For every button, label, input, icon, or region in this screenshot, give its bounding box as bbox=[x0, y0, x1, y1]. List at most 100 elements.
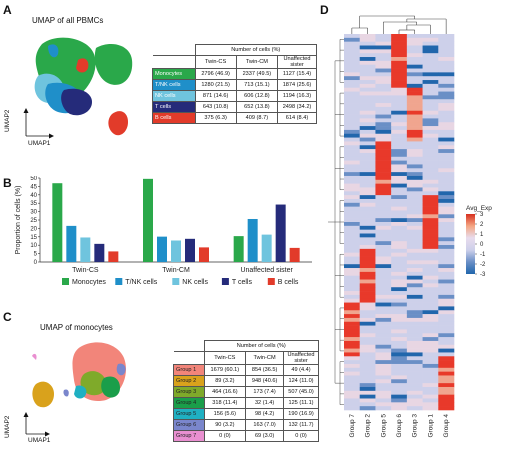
umap-monocyte-plot bbox=[23, 342, 126, 437]
heatmap-cell bbox=[406, 34, 423, 39]
heatmap-cell bbox=[391, 80, 408, 85]
heatmap-cell bbox=[406, 83, 423, 89]
heatmap-cell bbox=[422, 248, 439, 253]
heatmap-cell bbox=[359, 367, 376, 372]
heatmap-cell bbox=[359, 133, 376, 138]
bar-nk-cells bbox=[171, 240, 181, 262]
heatmap-cell bbox=[391, 360, 408, 365]
heatmap-cell bbox=[375, 279, 392, 284]
heatmap-cell bbox=[391, 53, 408, 58]
heatmap-cell bbox=[438, 283, 455, 288]
heatmap-cell bbox=[406, 60, 423, 65]
heatmap-cell bbox=[375, 45, 392, 50]
heatmap-cell bbox=[344, 252, 361, 257]
heatmap-cell bbox=[344, 352, 361, 357]
heatmap-cell bbox=[391, 260, 408, 265]
heatmap-cell bbox=[344, 99, 361, 104]
heatmap-cell bbox=[359, 80, 376, 85]
heatmap-cell bbox=[344, 187, 361, 192]
heatmap-cell bbox=[344, 379, 361, 384]
heatmap-cell bbox=[359, 145, 376, 150]
heatmap-cell bbox=[359, 356, 376, 361]
heatmap-cell bbox=[359, 337, 376, 342]
heatmap-cell bbox=[438, 321, 455, 326]
heatmap-cell bbox=[359, 110, 376, 115]
heatmap-cell bbox=[359, 206, 376, 211]
heatmap-cell bbox=[391, 406, 408, 411]
heatmap-cell bbox=[375, 252, 392, 257]
heatmap-cell bbox=[359, 175, 376, 181]
heatmap-cell bbox=[375, 172, 392, 177]
legend-label: B cells bbox=[278, 279, 299, 286]
heatmap-cell bbox=[422, 49, 439, 54]
heatmap-cell bbox=[438, 106, 455, 112]
heatmap-cell bbox=[359, 287, 376, 292]
mono-col-header: Twin-CM bbox=[245, 351, 284, 365]
heatmap-cell bbox=[375, 386, 392, 392]
heatmap-cell bbox=[375, 248, 392, 253]
heatmap-cell bbox=[438, 152, 455, 158]
heatmap-cell bbox=[406, 222, 423, 227]
pbmc-col-header: Unaffected sister bbox=[277, 55, 317, 69]
heatmap-cell bbox=[375, 110, 392, 115]
heatmap-cell bbox=[422, 99, 439, 104]
heatmap-cell bbox=[438, 241, 455, 246]
heatmap-cell bbox=[406, 237, 423, 242]
heatmap-cell bbox=[422, 302, 439, 307]
legend-tick-label: 0 bbox=[480, 242, 484, 248]
heatmap-cell bbox=[359, 248, 376, 253]
heatmap-cell bbox=[344, 87, 361, 92]
heatmap-cell bbox=[344, 34, 361, 39]
heatmap-cell bbox=[422, 80, 439, 85]
heatmap-cell bbox=[406, 149, 423, 154]
heatmap-cell bbox=[391, 314, 408, 319]
heatmap-cell bbox=[438, 287, 455, 292]
x-category-label: Twin-CS bbox=[72, 267, 99, 274]
umap-pbmc-axis-x: UMAP1 bbox=[28, 140, 51, 147]
heatmap-cell bbox=[391, 222, 408, 227]
heatmap-cell bbox=[438, 145, 455, 150]
heatmap-cell bbox=[375, 160, 392, 165]
heatmap-cell bbox=[391, 352, 408, 357]
heatmap-cell bbox=[391, 390, 408, 395]
heatmap-cell bbox=[438, 291, 455, 296]
heatmap-cell bbox=[344, 103, 361, 108]
heatmap-cell bbox=[406, 91, 423, 96]
heatmap-cell bbox=[438, 95, 455, 100]
heatmap-cell bbox=[344, 225, 361, 230]
heatmap-cell bbox=[391, 122, 408, 127]
heatmap-cell bbox=[438, 375, 455, 380]
heatmap-cell bbox=[422, 152, 439, 158]
heatmap-cell bbox=[391, 57, 408, 62]
heatmap-cell bbox=[391, 402, 408, 407]
heatmap-cell bbox=[344, 337, 361, 342]
row-label: Group 7 bbox=[173, 430, 205, 442]
heatmap-cell bbox=[438, 164, 455, 169]
heatmap-cell bbox=[438, 91, 455, 96]
heatmap-cell bbox=[438, 310, 455, 315]
heatmap-cell bbox=[438, 175, 455, 181]
column-label: Group 1 bbox=[427, 414, 434, 438]
heatmap-cell bbox=[359, 325, 376, 330]
heatmap-cell bbox=[344, 271, 361, 277]
legend-title: Avg_Exp bbox=[466, 205, 492, 212]
heatmap-cell bbox=[375, 133, 392, 138]
heatmap-cell bbox=[438, 268, 455, 273]
heatmap-cell bbox=[391, 106, 408, 112]
heatmap-cell bbox=[422, 252, 439, 257]
heatmap-cell bbox=[422, 83, 439, 89]
bar-t-cells bbox=[185, 238, 195, 262]
table-cell: 69 (3.0) bbox=[245, 430, 284, 442]
heatmap-cell bbox=[406, 160, 423, 165]
heatmap-cell bbox=[359, 268, 376, 273]
heatmap-cell bbox=[406, 402, 423, 407]
heatmap-cell bbox=[406, 164, 423, 169]
heatmap-cell bbox=[375, 329, 392, 334]
table-cell: 1127 (15.4) bbox=[277, 68, 317, 80]
heatmap-cell bbox=[406, 37, 423, 42]
heatmap-cell bbox=[359, 191, 376, 196]
heatmap-cell bbox=[359, 314, 376, 319]
heatmap-cell bbox=[391, 371, 408, 376]
heatmap-cell bbox=[344, 279, 361, 284]
heatmap-cell bbox=[391, 306, 408, 311]
